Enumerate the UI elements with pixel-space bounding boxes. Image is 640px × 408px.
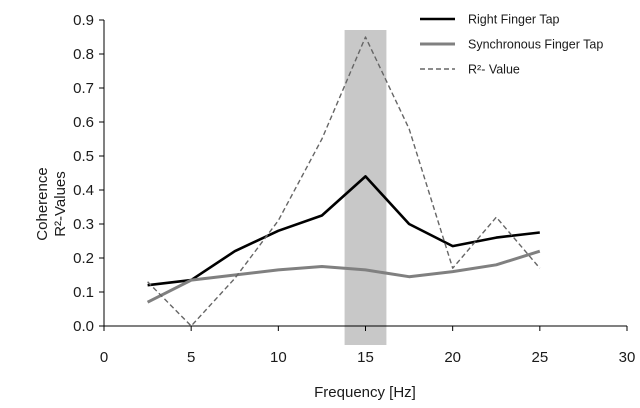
highlight-band-layer bbox=[344, 30, 387, 345]
y-tick-label: 0.4 bbox=[73, 182, 94, 199]
series-layer bbox=[146, 36, 541, 327]
y-tick-label: 0.6 bbox=[73, 114, 94, 131]
x-tick-label: 5 bbox=[187, 349, 195, 366]
x-tick-label: 30 bbox=[619, 349, 636, 366]
y-tick-label: 0.0 bbox=[73, 318, 94, 335]
series-line-2 bbox=[147, 36, 541, 327]
x-tick-label: 20 bbox=[444, 349, 461, 366]
y-tick-label: 0.7 bbox=[73, 80, 94, 97]
y-tick-label: 0.5 bbox=[73, 148, 94, 165]
x-axis-title: Frequency [Hz] bbox=[314, 384, 416, 401]
legend-label-1: Synchronous Finger Tap bbox=[468, 38, 603, 52]
x-tick-label: 25 bbox=[531, 349, 548, 366]
series-line-1 bbox=[146, 249, 541, 304]
highlight-band bbox=[344, 30, 387, 345]
y-tick-label: 0.1 bbox=[73, 284, 94, 301]
x-tick-label: 10 bbox=[270, 349, 287, 366]
y-tick-label: 0.9 bbox=[73, 12, 94, 29]
y-tick-label: 0.8 bbox=[73, 46, 94, 63]
y-axis-title-line-2: R²-Values bbox=[52, 171, 69, 237]
x-tick-label: 15 bbox=[357, 349, 374, 366]
y-tick-label: 0.3 bbox=[73, 216, 94, 233]
legend-label-0: Right Finger Tap bbox=[468, 13, 560, 27]
y-tick-label: 0.2 bbox=[73, 250, 94, 267]
x-tick-label: 0 bbox=[100, 349, 108, 366]
legend: Right Finger Tap Synchronous Finger Tap R²… bbox=[420, 13, 603, 77]
axes-layer: 0.0 0.1 0.2 0.3 0.4 0.5 0.6 0.7 0.8 0.9 0 5 10 15 20 25… bbox=[73, 12, 635, 366]
legend-label-2: R²- Value bbox=[468, 63, 520, 77]
y-axis-title-line-1: Coherence bbox=[34, 167, 51, 240]
